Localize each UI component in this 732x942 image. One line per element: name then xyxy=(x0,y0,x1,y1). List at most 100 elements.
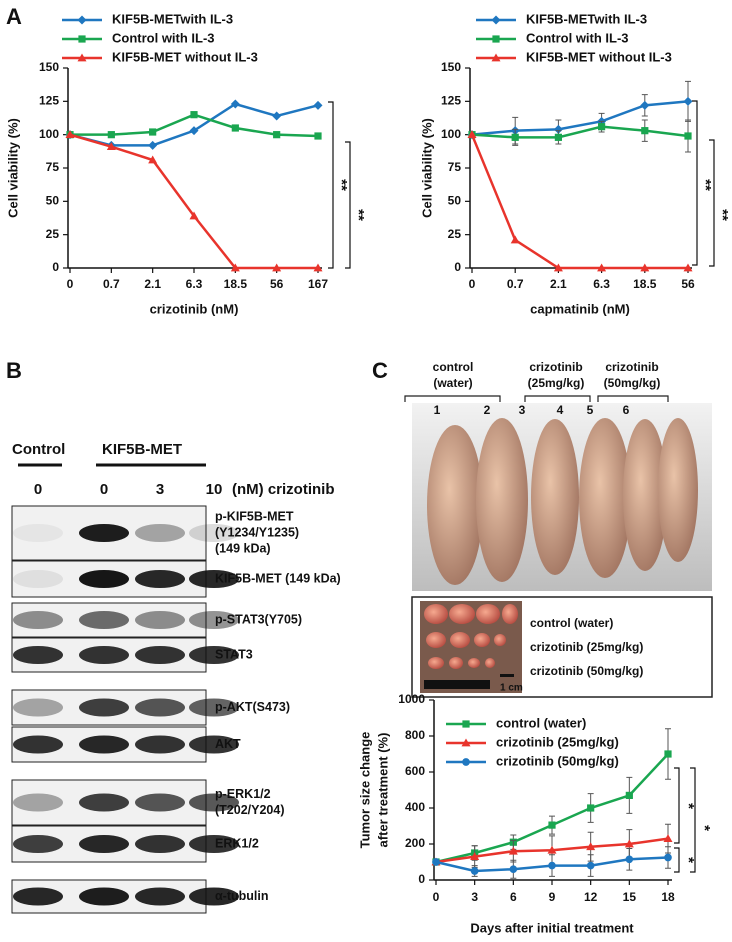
x-tick-label: 15 xyxy=(623,890,637,904)
blot-band xyxy=(189,793,239,812)
marker xyxy=(231,124,239,132)
marker xyxy=(77,15,87,25)
marker xyxy=(586,861,595,870)
legend-label: crizotinib (25mg/kg) xyxy=(496,734,619,749)
tumors xyxy=(424,604,518,689)
y-tick-label: 25 xyxy=(448,227,462,241)
y-tick-label: 200 xyxy=(405,836,425,850)
marker xyxy=(554,133,562,141)
blot-label: (149 kDa) xyxy=(215,541,271,555)
scale-label: 1 cm xyxy=(500,683,523,694)
mouse-number: 3 xyxy=(519,403,526,417)
dose-unit: (nM) crizotinib xyxy=(232,481,334,498)
significance-bracket xyxy=(674,767,680,844)
blot-band xyxy=(79,611,129,629)
legend-label: KIF5B-METwith IL-3 xyxy=(526,11,647,26)
blot-band xyxy=(135,646,185,664)
x-tick-label: 56 xyxy=(681,277,695,291)
x-tick-label: 6 xyxy=(510,890,517,904)
marker xyxy=(190,111,198,119)
blot-label: AKT xyxy=(215,737,241,751)
y-tick-label: 125 xyxy=(39,94,59,108)
marker xyxy=(548,861,556,870)
lane-label: 10 xyxy=(206,481,223,498)
blot-band xyxy=(79,793,129,812)
x-axis-label: capmatinib (nM) xyxy=(530,301,630,316)
marker xyxy=(547,845,557,854)
blot-band xyxy=(79,887,129,906)
significance-stars: * xyxy=(696,825,713,831)
panel-label: A xyxy=(6,4,22,29)
marker xyxy=(597,263,607,272)
panel-label: C xyxy=(372,358,388,383)
y-axis-label: Tumor size change xyxy=(357,732,372,849)
group-brackets xyxy=(404,395,669,402)
y-axis-label: after treatment (%) xyxy=(375,733,390,848)
significance-bracket xyxy=(674,847,680,873)
blot-label: p-ERK1/2 xyxy=(215,787,271,801)
y-tick-label: 100 xyxy=(39,127,59,141)
marker xyxy=(313,263,323,272)
marker xyxy=(272,263,282,272)
blot-band xyxy=(189,887,239,906)
marker xyxy=(492,35,500,43)
significance-bracket xyxy=(345,141,351,269)
y-tick-label: 1000 xyxy=(398,692,425,706)
y-tick-label: 0 xyxy=(418,872,425,886)
legend-label: Control with IL-3 xyxy=(112,30,215,45)
group-header: (water) xyxy=(433,376,472,390)
x-axis-label: Days after initial treatment xyxy=(470,920,634,935)
marker xyxy=(683,96,693,106)
blot-band xyxy=(79,570,129,588)
blot-band xyxy=(79,735,129,754)
blot-label: STAT3 xyxy=(215,647,253,661)
series-line xyxy=(470,134,688,270)
marker xyxy=(272,111,282,121)
blot-band xyxy=(189,735,239,754)
group-label: KIF5B-MET xyxy=(102,441,182,458)
blot-band xyxy=(13,793,63,812)
x-tick-label: 6.3 xyxy=(186,277,203,291)
series-line xyxy=(69,102,319,147)
y-tick-label: 0 xyxy=(454,260,461,274)
y-tick-label: 600 xyxy=(405,764,425,778)
marker xyxy=(624,839,634,848)
marker xyxy=(663,834,673,842)
blot-label: p-AKT(S473) xyxy=(215,700,290,714)
marker xyxy=(462,720,470,728)
marker xyxy=(625,791,633,799)
marker xyxy=(553,263,563,272)
x-tick-label: 18.5 xyxy=(633,277,657,291)
marker xyxy=(641,127,649,135)
y-tick-label: 75 xyxy=(448,160,462,174)
blot-label: (T202/Y204) xyxy=(215,803,284,817)
blot-band xyxy=(135,611,185,629)
group-header: control xyxy=(433,360,474,374)
x-tick-label: 2.1 xyxy=(144,277,161,291)
blot-band xyxy=(13,611,63,629)
blot-band xyxy=(189,835,239,853)
y-tick-label: 75 xyxy=(46,160,60,174)
mouse-number: 4 xyxy=(557,403,564,417)
significance-bracket xyxy=(328,101,334,269)
marker xyxy=(314,132,322,140)
marker xyxy=(467,130,477,139)
tumor-legend: crizotinib (25mg/kg) xyxy=(530,640,643,654)
blot-band xyxy=(135,793,185,812)
x-tick-label: 2.1 xyxy=(550,277,567,291)
marker xyxy=(148,140,158,150)
marker xyxy=(462,758,470,766)
blot-label: (Y1234/Y1235) xyxy=(215,525,299,539)
mouse-number: 6 xyxy=(623,403,630,417)
marker xyxy=(664,853,672,862)
x-tick-label: 0.7 xyxy=(103,277,120,291)
marker xyxy=(107,131,115,139)
y-axis-label: Cell viability (%) xyxy=(5,118,20,218)
marker xyxy=(587,804,595,812)
group-header: crizotinib xyxy=(605,360,658,374)
tumor-legend: crizotinib (50mg/kg) xyxy=(530,664,643,678)
marker xyxy=(491,53,501,62)
x-tick-label: 18 xyxy=(661,890,675,904)
lane-label: 3 xyxy=(156,481,164,498)
